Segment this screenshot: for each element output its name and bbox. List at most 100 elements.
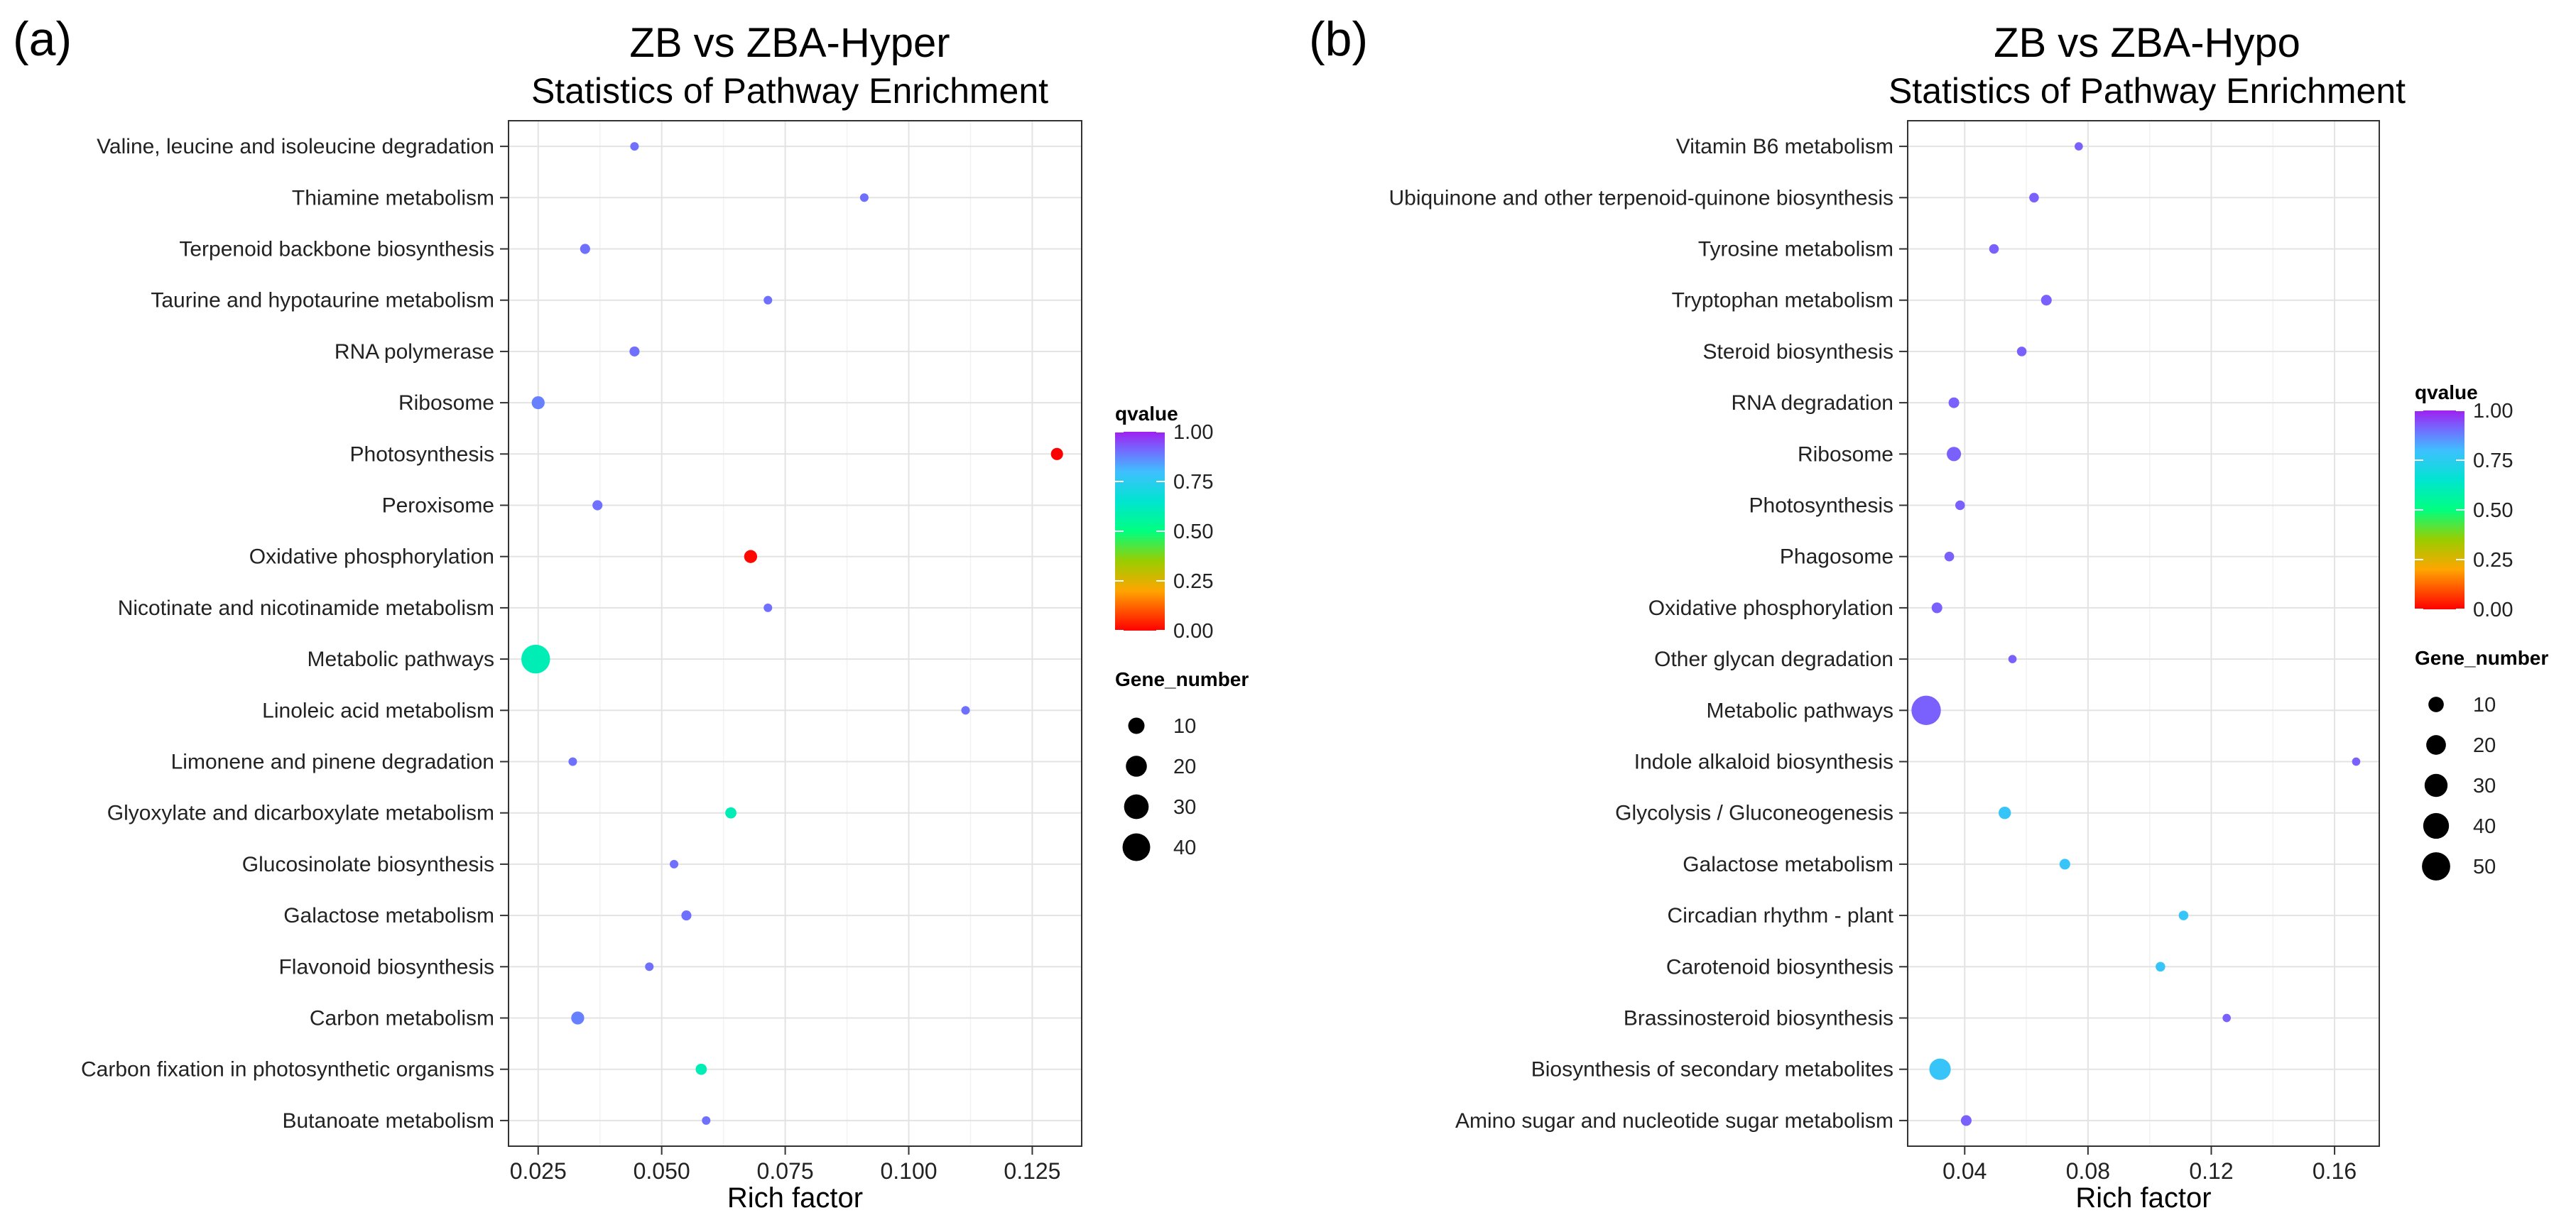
- colorbar-tick-label: 0.25: [2473, 549, 2513, 572]
- data-point: [629, 346, 640, 356]
- x-tick-label: 0.075: [757, 1158, 814, 1184]
- size-legend-dot: [1128, 717, 1145, 734]
- data-point: [531, 396, 545, 410]
- chart-panel-b: (b) ZB vs ZBA-Hypo Statistics of Pathway E…: [1309, 12, 2548, 1214]
- y-tick-label: Oxidative phosphorylation: [1648, 597, 1893, 620]
- colorbar-tick-label: 0.00: [1173, 620, 1213, 643]
- y-tick-label: Limonene and pinene degradation: [171, 751, 494, 774]
- y-tick-label: Glyoxylate and dicarboxylate metabolism: [107, 802, 494, 825]
- x-tick-label: 0.050: [634, 1158, 690, 1184]
- size-legend-label: 30: [2473, 775, 2496, 797]
- y-tick-label: Flavonoid biosynthesis: [278, 955, 494, 979]
- y-tick-label: Nicotinate and nicotinamide metabolism: [118, 597, 494, 620]
- data-point: [1050, 447, 1063, 460]
- y-tick-label: Glycolysis / Gluconeogenesis: [1615, 802, 1893, 825]
- y-tick-label: Vitamin B6 metabolism: [1676, 135, 1893, 158]
- data-point: [1931, 602, 1942, 614]
- size-legend-dot: [2426, 735, 2446, 755]
- chart-subtitle: Statistics of Pathway Enrichment: [531, 71, 1048, 111]
- data-point: [744, 550, 758, 563]
- size-legend-dot: [1122, 833, 1151, 861]
- data-point: [1947, 447, 1962, 462]
- panel-label: (a): [13, 12, 72, 66]
- y-tick-label: Circadian rhythm - plant: [1668, 904, 1894, 927]
- chart-title: ZB vs ZBA-Hyper: [629, 20, 950, 66]
- colorbar-tick-label: 0.50: [2473, 499, 2513, 522]
- size-legend-dot: [1126, 756, 1147, 777]
- size-legend-label: 40: [2473, 815, 2496, 838]
- data-point: [1989, 244, 1999, 254]
- colorbar-tick-label: 0.75: [2473, 450, 2513, 472]
- size-legend-title: Gene_number: [1115, 668, 1249, 690]
- y-tick-label: Phagosome: [1780, 545, 1893, 569]
- colorbar-tick-label: 0.50: [1173, 521, 1213, 543]
- data-point: [1999, 807, 2011, 820]
- data-point: [2008, 655, 2017, 663]
- x-tick-label: 0.125: [1004, 1158, 1060, 1184]
- size-legend-label: 30: [1173, 796, 1196, 819]
- size-legend-label: 20: [1173, 756, 1196, 778]
- data-point: [2029, 192, 2039, 203]
- colorbar-tick-label: 0.25: [1173, 570, 1213, 593]
- data-point: [2222, 1013, 2231, 1023]
- x-tick-label: 0.025: [510, 1158, 567, 1184]
- y-tick-label: Metabolic pathways: [308, 648, 494, 671]
- data-point: [645, 962, 654, 971]
- y-tick-label: Steroid biosynthesis: [1703, 340, 1893, 364]
- data-point: [568, 757, 577, 766]
- y-tick-label: Tyrosine metabolism: [1698, 238, 1893, 261]
- y-tick-label: Butanoate metabolism: [282, 1109, 494, 1133]
- data-point: [1948, 397, 1960, 408]
- data-point: [2075, 142, 2083, 151]
- y-tick-label: Oxidative phosphorylation: [249, 545, 494, 569]
- y-tick-label: Other glycan degradation: [1654, 648, 1893, 671]
- y-tick-label: Biosynthesis of secondary metabolites: [1531, 1058, 1893, 1082]
- data-point: [630, 142, 639, 151]
- data-point: [2352, 757, 2361, 766]
- data-point: [725, 807, 737, 819]
- plot-background: [509, 121, 1082, 1146]
- y-tick-label: Photosynthesis: [350, 442, 494, 466]
- colorbar-tick-label: 0.75: [1173, 471, 1213, 494]
- y-tick-label: Valine, leucine and isoleucine degradati…: [97, 135, 494, 158]
- data-point: [521, 644, 550, 674]
- color-legend-title: qvalue: [2415, 381, 2478, 403]
- x-tick-label: 0.12: [2189, 1158, 2233, 1184]
- y-tick-label: Thiamine metabolism: [292, 186, 494, 209]
- y-tick-label: Ribosome: [1798, 442, 1893, 466]
- y-tick-label: Galactose metabolism: [283, 904, 494, 927]
- y-tick-label: Amino sugar and nucleotide sugar metabol…: [1455, 1109, 1893, 1133]
- data-point: [1960, 1115, 1972, 1126]
- x-axis-title: Rich factor: [2075, 1182, 2211, 1214]
- y-tick-label: Brassinosteroid biosynthesis: [1624, 1007, 1893, 1030]
- data-point: [702, 1116, 711, 1125]
- y-tick-label: RNA polymerase: [335, 340, 494, 364]
- y-tick-label: Galactose metabolism: [1683, 853, 1893, 876]
- plot-frame: [508, 120, 1082, 1147]
- size-legend-dot: [2428, 697, 2444, 712]
- data-point: [670, 859, 679, 869]
- data-point: [2059, 859, 2070, 870]
- size-legend-dot: [2422, 852, 2450, 881]
- data-point: [859, 193, 869, 202]
- size-legend-title: Gene_number: [2415, 647, 2548, 669]
- y-tick-label: Glucosinolate biosynthesis: [242, 853, 494, 876]
- data-point: [695, 1063, 707, 1075]
- x-tick-label: 0.100: [880, 1158, 937, 1184]
- y-tick-label: Taurine and hypotaurine metabolism: [151, 289, 494, 312]
- data-point: [2156, 962, 2165, 972]
- size-legend-dot: [2423, 812, 2450, 839]
- size-legend-label: 50: [2473, 856, 2496, 878]
- data-point: [592, 500, 603, 511]
- y-tick-label: Photosynthesis: [1749, 494, 1893, 518]
- chart-title: ZB vs ZBA-Hypo: [1994, 20, 2300, 66]
- y-tick-label: Linoleic acid metabolism: [262, 699, 494, 722]
- data-point: [681, 910, 692, 921]
- colorbar-tick-label: 0.00: [2473, 599, 2513, 621]
- data-point: [763, 603, 773, 612]
- size-legend-dot: [1124, 794, 1149, 820]
- data-point: [580, 244, 590, 254]
- size-legend-dot: [2424, 773, 2448, 797]
